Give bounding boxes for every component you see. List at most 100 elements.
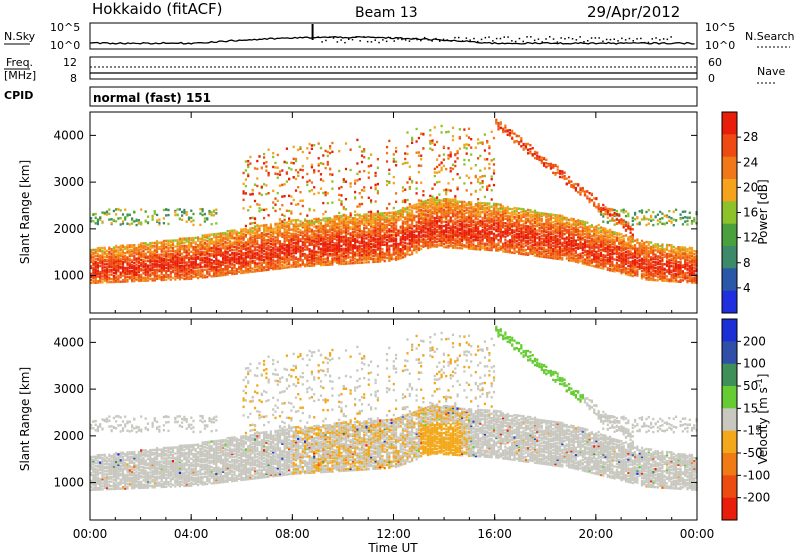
power-cell (447, 202, 450, 206)
power-cell (372, 236, 375, 240)
power-cell (192, 238, 195, 241)
power-cell (278, 173, 282, 176)
power-cell (176, 260, 179, 263)
power-cell (310, 239, 313, 242)
power-cell (137, 260, 140, 263)
power-cell (463, 244, 466, 247)
power-cell (103, 255, 106, 259)
power-cell (301, 247, 304, 250)
power-cell (481, 211, 484, 214)
power-cell (395, 146, 398, 150)
power-cell (431, 197, 434, 200)
power-cell (408, 219, 411, 222)
power-cell (167, 277, 170, 280)
power-cell (124, 245, 127, 249)
power-cell (288, 251, 291, 254)
power-cell (133, 220, 136, 223)
power-cell (383, 216, 386, 219)
noise-dot (514, 40, 517, 43)
power-cell (388, 214, 391, 218)
power-cell (329, 233, 332, 236)
power-cell (278, 264, 282, 267)
power-cell (440, 232, 443, 235)
power-cell (385, 160, 389, 163)
power-cell (140, 245, 143, 248)
power-cell (153, 274, 156, 277)
power-cell (306, 236, 309, 239)
power-cell (115, 249, 118, 252)
power-cell (176, 263, 179, 266)
power-cell (370, 213, 373, 216)
power-cell (128, 257, 131, 261)
power-cell (488, 247, 491, 250)
power-cell (358, 234, 361, 237)
power-cell (335, 245, 338, 248)
power-cell (203, 234, 206, 237)
power-cell (319, 263, 323, 267)
power-cell (376, 182, 379, 186)
power-cell (288, 166, 291, 170)
power-cell (385, 246, 389, 249)
power-cell (470, 146, 473, 149)
power-cell (233, 272, 236, 275)
power-cell (344, 229, 348, 232)
power-cell (176, 276, 179, 279)
power-cell (408, 216, 411, 219)
power-cell (276, 231, 279, 234)
power-cell (235, 230, 238, 233)
power-cell (356, 222, 359, 226)
power-cell (212, 243, 216, 246)
power-cell (436, 245, 439, 248)
power-cell (185, 220, 188, 223)
power-cell (492, 238, 496, 241)
power-cell (121, 256, 125, 259)
power-cell (260, 235, 263, 238)
power-cell (272, 265, 275, 268)
power-cell (192, 256, 195, 259)
power-cell (479, 224, 482, 227)
power-cell (461, 227, 464, 230)
power-cell (272, 254, 275, 257)
power-cell (374, 259, 377, 262)
power-cell (203, 256, 206, 259)
power-cell (374, 233, 377, 236)
power-cell (397, 213, 400, 216)
power-cell (101, 267, 104, 271)
power-cell (481, 219, 484, 223)
power-cell (451, 228, 455, 231)
power-cell (376, 252, 379, 256)
power-cell (456, 151, 459, 155)
power-cell (278, 247, 282, 251)
power-cell (181, 210, 184, 214)
power-cell (240, 241, 243, 245)
power-cell (365, 225, 368, 228)
power-cell (479, 215, 482, 218)
power-cell (474, 213, 477, 216)
power-cell (251, 230, 254, 233)
power-cell (379, 251, 382, 254)
power-cell (308, 243, 311, 247)
power-cell (306, 258, 309, 262)
power-cell (360, 258, 364, 261)
power-cell (406, 233, 409, 236)
power-cell (215, 267, 218, 270)
power-cell (429, 213, 432, 216)
power-cell (158, 265, 161, 268)
power-cell (176, 239, 179, 242)
power-cell (317, 225, 320, 228)
power-cell (447, 205, 450, 209)
power-cell (404, 255, 407, 258)
power-cell (313, 264, 316, 267)
power-cell (363, 258, 366, 261)
power-cell (417, 164, 420, 167)
power-cell (153, 277, 156, 280)
power-cell (263, 234, 266, 238)
power-cell (354, 260, 357, 263)
power-cell (395, 228, 398, 232)
power-cell (490, 213, 493, 216)
power-cell (212, 272, 216, 275)
power-cell (153, 261, 156, 264)
power-cell (463, 217, 466, 220)
power-cell (194, 251, 197, 254)
power-cell (160, 245, 163, 249)
